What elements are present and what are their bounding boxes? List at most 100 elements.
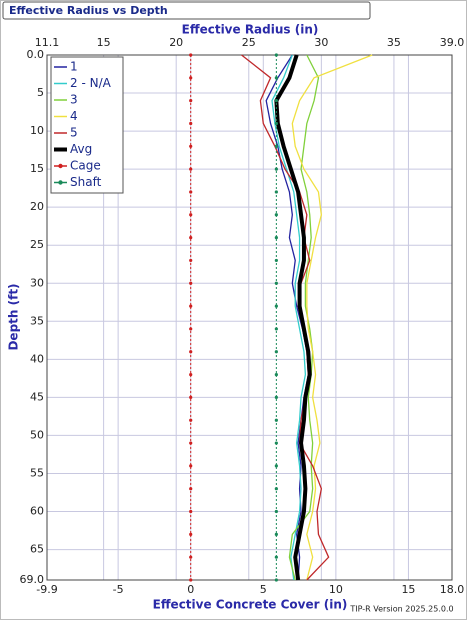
plot-border xyxy=(46,54,453,581)
marker xyxy=(189,327,193,331)
legend-box xyxy=(50,56,124,194)
legend-label: Cage xyxy=(70,159,101,173)
legend-label: Shaft xyxy=(70,175,102,189)
chart-title: Effective Radius vs Depth xyxy=(9,4,168,17)
marker xyxy=(189,372,193,377)
y-tick-label: 55 xyxy=(30,466,44,479)
marker xyxy=(274,53,278,57)
x-tick-label: 20 xyxy=(169,36,183,49)
marker xyxy=(189,464,193,468)
marker xyxy=(189,213,193,217)
legend-marker xyxy=(58,180,63,185)
marker xyxy=(189,350,193,354)
series-line xyxy=(291,54,373,581)
legend-label: 4 xyxy=(70,109,78,123)
marker xyxy=(274,190,278,194)
marker xyxy=(274,236,278,240)
legend-label: 1 xyxy=(70,60,78,74)
marker xyxy=(189,53,193,57)
marker xyxy=(189,99,193,103)
y-tick-label: 25 xyxy=(30,238,44,251)
x2-tick-label: 18.0 xyxy=(440,583,465,596)
x2-tick-label: 5 xyxy=(260,583,267,596)
legend-label: 3 xyxy=(70,93,78,107)
marker xyxy=(274,578,278,582)
marker xyxy=(274,144,278,148)
marker xyxy=(189,487,193,491)
y-tick-label: 30 xyxy=(30,276,44,289)
y-tick-label: 10 xyxy=(30,124,44,137)
series-line xyxy=(271,54,307,581)
y-tick-label: 45 xyxy=(30,390,44,403)
series-line xyxy=(274,54,312,581)
marker xyxy=(189,281,193,285)
x2-tick-label: 15 xyxy=(401,583,415,596)
marker xyxy=(274,441,278,445)
x-tick-label: 35 xyxy=(387,36,401,49)
y-tick-label: 5 xyxy=(37,86,44,99)
marker xyxy=(189,258,193,263)
y-axis-title: Depth (ft) xyxy=(7,283,21,350)
marker xyxy=(274,350,278,354)
marker xyxy=(274,281,278,285)
y-tick-label: 50 xyxy=(30,428,44,441)
marker xyxy=(274,555,278,559)
legend-label: 5 xyxy=(70,126,78,140)
x2-tick-label: 10 xyxy=(329,583,343,596)
marker xyxy=(189,509,193,514)
marker xyxy=(274,99,278,103)
marker xyxy=(274,395,278,399)
x-tick-label: 15 xyxy=(97,36,111,49)
marker xyxy=(274,487,278,491)
legend-marker xyxy=(58,163,63,169)
marker xyxy=(189,395,193,399)
marker xyxy=(274,464,278,468)
x2-tick-label: -9.9 xyxy=(36,583,57,596)
marker xyxy=(189,418,193,422)
y-tick-label: 60 xyxy=(30,505,44,518)
marker xyxy=(189,304,193,308)
marker xyxy=(274,304,278,308)
x-tick-label: 11.1 xyxy=(35,36,60,49)
marker xyxy=(189,441,193,445)
y-tick-label: 40 xyxy=(30,352,44,365)
marker xyxy=(274,258,278,263)
y-tick-label: 35 xyxy=(30,314,44,327)
marker xyxy=(189,121,193,126)
marker xyxy=(189,532,193,536)
y-tick-label: 69.0 xyxy=(20,573,45,586)
y-tick-label: 0.0 xyxy=(27,48,45,61)
marker xyxy=(189,76,193,80)
marker xyxy=(274,532,278,536)
marker xyxy=(274,121,278,126)
x2-axis-title: Effective Concrete Cover (in) xyxy=(153,598,348,612)
x-tick-label: 30 xyxy=(314,36,328,49)
legend-label: Avg xyxy=(70,142,92,156)
x2-tick-label: -5 xyxy=(113,583,124,596)
x-axis-title: Effective Radius (in) xyxy=(182,23,319,37)
title-tab xyxy=(2,1,371,20)
marker xyxy=(189,578,193,582)
marker xyxy=(274,76,278,80)
marker xyxy=(189,555,193,559)
x2-tick-label: 0 xyxy=(187,583,194,596)
y-tick-label: 65 xyxy=(30,543,44,556)
footer: TIP-R Version 2025.25.0.0 xyxy=(349,605,453,614)
marker xyxy=(274,327,278,331)
marker xyxy=(189,144,193,148)
legend-label: 2 - N/A xyxy=(70,76,112,90)
x-tick-label: 25 xyxy=(242,36,256,49)
y-tick-label: 20 xyxy=(30,200,44,213)
marker xyxy=(274,167,278,171)
series-line xyxy=(265,54,309,581)
marker xyxy=(274,372,278,377)
marker xyxy=(189,167,193,171)
y-tick-label: 15 xyxy=(30,162,44,175)
marker xyxy=(274,509,278,514)
marker xyxy=(274,418,278,422)
x-tick-label: 39.0 xyxy=(440,36,465,49)
marker xyxy=(274,213,278,217)
marker xyxy=(189,236,193,240)
marker xyxy=(189,190,193,194)
